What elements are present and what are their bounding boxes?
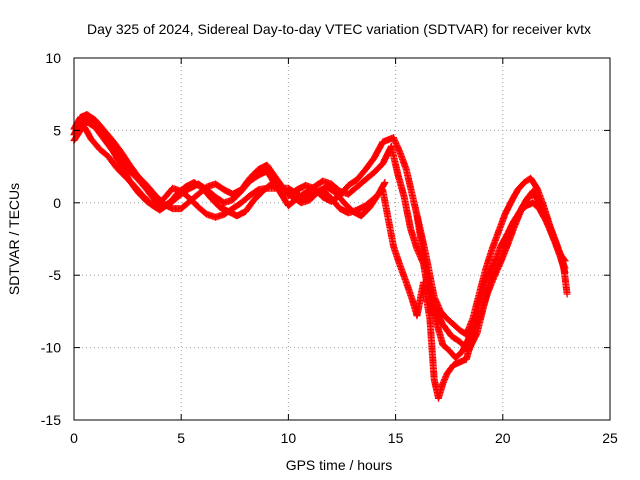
axis-ticks: 0 5 10 15 20 25 -15 -10 -5 0 5 10 [41, 50, 618, 446]
x-tick-label: 25 [602, 430, 618, 446]
y-tick-label: 5 [53, 122, 61, 138]
series-track-d [74, 121, 569, 354]
series-marks [70, 118, 569, 402]
series-marks [74, 121, 569, 354]
series-track-a [70, 118, 569, 402]
data-marks [70, 111, 571, 402]
x-tick-label: 0 [70, 430, 78, 446]
series-track-c [70, 111, 571, 339]
x-tick-label: 20 [495, 430, 511, 446]
y-axis-label: SDTVAR / TECUs [6, 183, 22, 295]
x-tick-label: 5 [177, 430, 185, 446]
y-tick-label: -10 [41, 340, 61, 356]
y-tick-label: -15 [41, 412, 61, 428]
chart-title: Day 325 of 2024, Sidereal Day-to-day VTE… [87, 21, 591, 37]
x-axis-label: GPS time / hours [286, 457, 393, 473]
x-tick-label: 15 [388, 430, 404, 446]
x-tick-label: 10 [281, 430, 297, 446]
y-tick-label: 0 [53, 195, 61, 211]
plot-frame [73, 57, 611, 421]
y-tick-label: 10 [45, 50, 61, 66]
y-tick-label: -5 [49, 267, 62, 283]
series-marks [70, 111, 571, 339]
grid-lines [74, 58, 610, 420]
